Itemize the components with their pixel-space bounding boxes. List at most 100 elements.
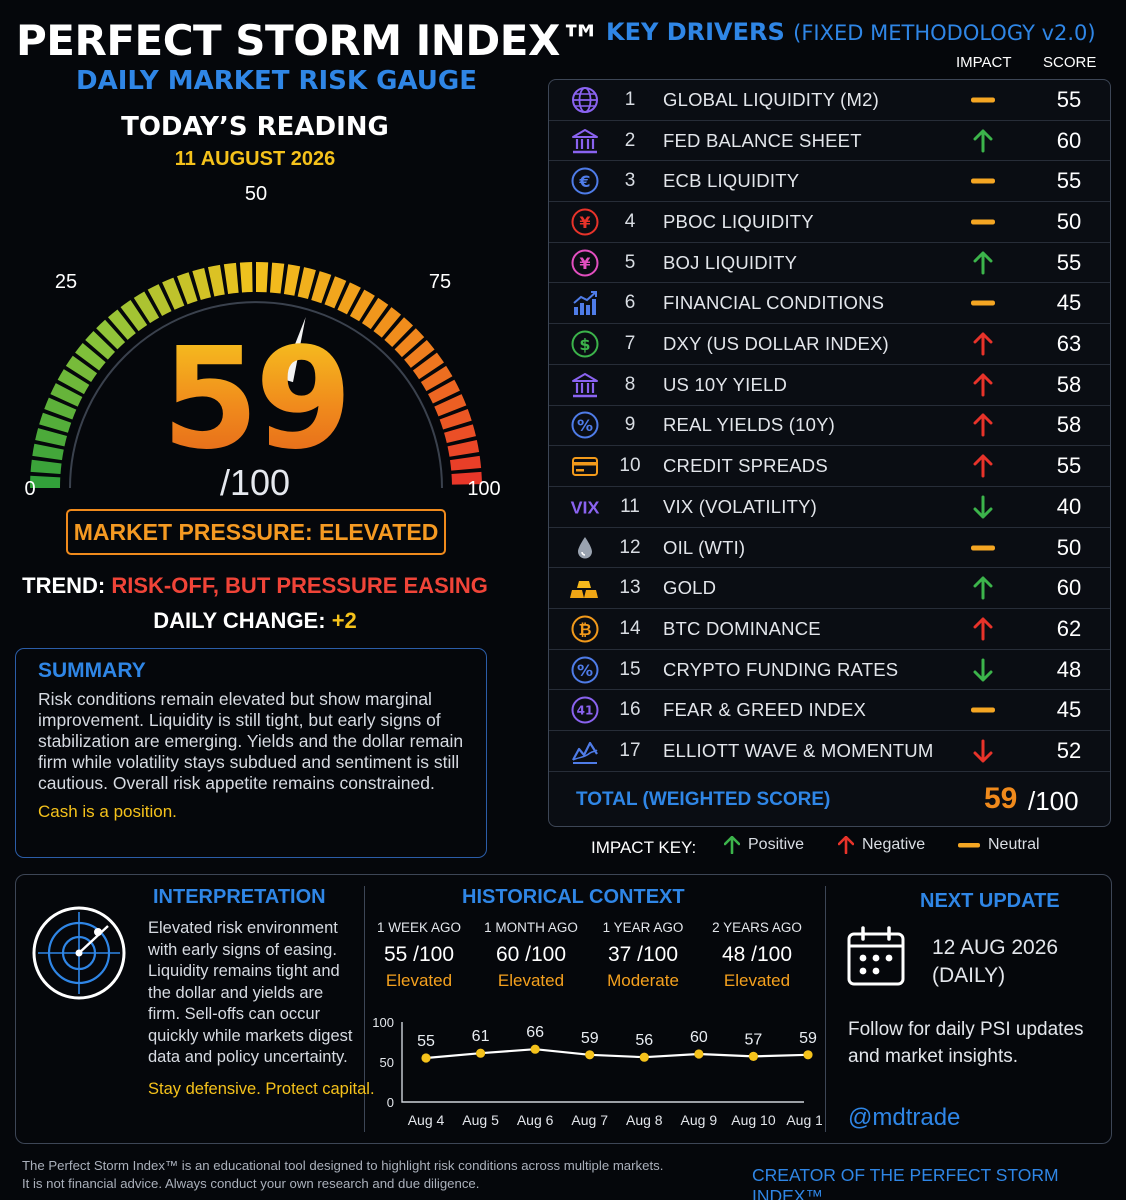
arrow-down-icon [973,739,993,763]
arrow-up-icon [973,251,993,275]
column-header-impact: IMPACT [956,54,1012,71]
data-label: 61 [472,1028,490,1045]
gauge-segment [35,428,68,447]
driver-score: 50 [1056,534,1082,560]
arrow-up-icon [973,576,993,600]
x-tick-label: Aug 8 [626,1112,663,1128]
driver-row: 1 GLOBAL LIQUIDITY (M2) 55 [549,80,1110,121]
driver-score: 63 [1056,331,1082,357]
history-score: 55 [383,943,408,966]
driver-rank: 15 [619,658,641,680]
svg-text:¥: ¥ [579,253,590,272]
gold-bars-icon [569,572,601,604]
gauge-segment [451,471,482,485]
x-tick-label: Aug 10 [731,1112,776,1128]
gauge-segment [447,439,480,457]
follow-text: Follow for daily PSI updates and market … [848,1019,1084,1067]
impact-key-negative: Negative [838,836,925,854]
driver-rank: 7 [624,333,636,355]
gauge-segment [207,264,225,297]
driver-rank: 14 [619,617,641,639]
driver-rank: 17 [619,740,641,762]
driver-name: GLOBAL LIQUIDITY (M2) [663,88,879,110]
driver-name: VIX (VOLATILITY) [663,495,817,517]
driver-score: 48 [1056,656,1082,682]
driver-impact [967,370,999,400]
svg-text:$: $ [579,335,590,354]
history-period: 1 YEAR AGO [602,920,684,935]
social-handle-link[interactable]: @mdtrade [848,1104,961,1131]
drivers-title-main: KEY DRIVERS [606,18,785,46]
neutral-dash-icon [971,707,995,713]
driver-score: 60 [1056,127,1082,153]
gauge-segment [384,317,414,348]
trend-label: TREND: [22,573,106,598]
gauge-segment [162,277,185,310]
neutral-dash-icon [971,97,995,103]
gauge-score: 59 [0,330,510,470]
driver-name: GOLD [663,577,717,599]
driver-row: 8 US 10Y YIELD 58 [549,365,1110,406]
driver-rank: 16 [619,699,641,721]
driver-name: CREDIT SPREADS [663,455,828,477]
driver-impact [967,533,999,563]
gauge-segment [394,328,425,358]
gauge-segment [133,291,160,324]
gauge-segment [404,340,435,368]
gauge-segment [283,264,301,296]
history-period: 1 MONTH AGO [484,920,578,935]
driver-rank: 12 [619,536,641,558]
data-point [694,1049,704,1059]
driver-rank: 3 [624,170,636,192]
gauge-segment [120,300,148,332]
driver-row: €3 ECB LIQUIDITY 55 [549,161,1110,203]
arrow-up-icon [973,454,993,478]
driver-name: ELLIOTT WAVE & MOMENTUM [663,740,934,762]
driver-impact [967,736,999,766]
summary-panel: SUMMARY Risk conditions remain elevated … [15,648,487,858]
gauge-segment [96,319,126,350]
history-value: 37 /100 [588,943,698,967]
driver-score: 45 [1056,290,1082,316]
svg-text:¥: ¥ [579,213,590,232]
driver-row: 17 ELLIOTT WAVE & MOMENTUM 52 [549,731,1110,772]
gauge-segment [428,379,460,404]
next-update-date: 12 AUG 2026 (DAILY) [932,934,1058,990]
driver-impact [967,492,999,522]
driver-impact [967,451,999,481]
driver-score: 40 [1056,493,1082,519]
driver-score: 55 [1056,86,1082,112]
driver-row: 12 OIL (WTI) 50 [549,528,1110,569]
chart-axis [401,1022,804,1103]
gauge-segment [439,409,472,430]
gauge-segment [256,262,269,293]
driver-impact [967,614,999,644]
gauge-segment [30,475,61,488]
gauge-segment [297,267,316,300]
creator-credit: CREATOR OF THE PERFECT STORM INDEX™ [752,1165,1059,1200]
disclaimer: The Perfect Storm Index™ is an education… [22,1157,722,1193]
gauge-segment [373,307,402,338]
gauge-segment [361,297,389,330]
data-point [475,1048,486,1058]
gauge-segment [412,352,444,380]
driver-impact [967,695,999,725]
data-label: 59 [581,1030,599,1047]
driver-score: 62 [1056,615,1082,641]
driver-row: $7 DXY (US DOLLAR INDEX) 63 [549,324,1110,365]
gauge-segment [239,262,253,293]
radar-icon [32,906,126,1000]
neutral-dash-icon [971,300,995,306]
bar-chart-icon [569,287,601,319]
arrow-up-icon [838,836,854,854]
y-tick-label: 100 [372,1015,394,1030]
driver-row: 10 CREDIT SPREADS 55 [549,446,1110,487]
x-tick-label: Aug 11 [786,1112,822,1128]
y-tick-label: 0 [387,1095,394,1110]
svg-text:₿: ₿ [578,620,591,639]
bank-icon [569,125,601,157]
drivers-title: KEY DRIVERS (FIXED METHODOLOGY v2.0) [606,18,1096,46]
page-title: PERFECT STORM INDEX™ [16,16,602,65]
yuan-icon: ¥ [569,206,601,238]
data-label: 60 [690,1029,708,1046]
